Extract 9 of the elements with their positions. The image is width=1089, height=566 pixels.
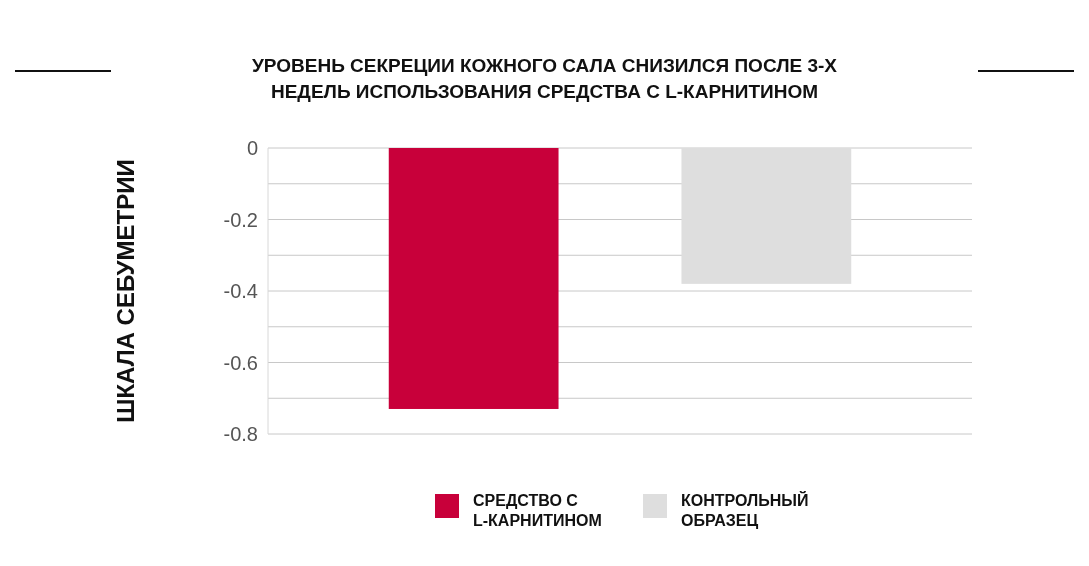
y-tick-label: -0.4 bbox=[223, 280, 258, 302]
y-tick-label: 0 bbox=[246, 137, 258, 159]
y-axis-title: ШКАЛА СЕБУМЕТРИИ bbox=[112, 159, 139, 423]
y-tick-label: -0.8 bbox=[223, 423, 258, 445]
chart-title: УРОВЕНЬ СЕКРЕЦИИ КОЖНОГО САЛА СНИЗИЛСЯ ПОСЛЕ 3-Х НЕДЕЛЬ ИСПОЛЬЗОВАНИЯ СРЕДСТВА С L-КАРНИТИНОМ bbox=[252, 55, 838, 102]
legend-label: КОНТРОЛЬНЫЙ ОБРАЗЕЦ bbox=[681, 491, 809, 529]
y-tick-label: -0.2 bbox=[223, 208, 258, 231]
legend-label: СРЕДСТВО С L-КАРНИТИНОМ bbox=[473, 492, 602, 529]
y-tick-label: -0.6 bbox=[223, 351, 258, 374]
